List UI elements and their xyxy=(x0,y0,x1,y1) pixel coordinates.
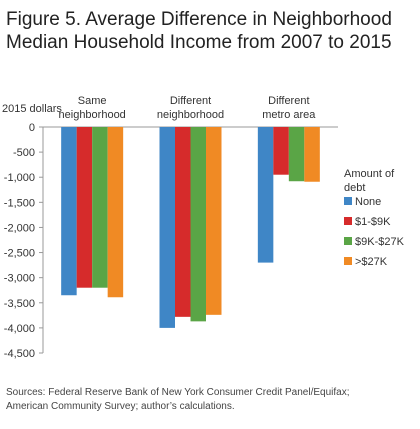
category-label: Different xyxy=(268,95,309,107)
bar xyxy=(288,127,305,182)
legend-swatch xyxy=(344,217,352,225)
y-tick-label: -1,000 xyxy=(4,172,35,184)
bar xyxy=(257,127,274,263)
bar xyxy=(304,127,320,182)
bar xyxy=(273,127,289,175)
bar xyxy=(206,127,222,315)
bar xyxy=(159,127,175,328)
chart-title: Figure 5. Average Difference in Neighbor… xyxy=(6,8,416,54)
bar xyxy=(175,127,191,317)
sources-line-1: Sources: Federal Reserve Bank of New Yor… xyxy=(6,387,350,398)
legend-label: $9K-$27K xyxy=(355,236,405,248)
bar xyxy=(190,127,206,322)
y-tick-label: -1,500 xyxy=(4,197,35,209)
legend-title: debt xyxy=(344,182,365,194)
category-label: Same xyxy=(78,95,107,107)
legend-swatch xyxy=(344,237,352,245)
category-label: neighborhood xyxy=(157,109,224,121)
category-label: metro area xyxy=(262,109,316,121)
legend-label: >$27K xyxy=(355,256,388,268)
chart-title-line-1: Figure 5. Average Difference in Neighbor… xyxy=(6,9,392,30)
legend-label: $1-$9K xyxy=(355,216,391,228)
legend-swatch xyxy=(344,197,352,205)
y-tick-label: -3,500 xyxy=(4,298,35,310)
y-tick-label: -4,500 xyxy=(4,348,35,360)
bar xyxy=(76,127,93,288)
category-label: Different xyxy=(170,95,211,107)
y-tick-label: -2,000 xyxy=(4,222,35,234)
sources-note: Sources: Federal Reserve Bank of New Yor… xyxy=(6,386,416,414)
y-tick-label: -3,000 xyxy=(4,273,35,285)
legend-swatch xyxy=(344,257,352,265)
y-axis-label: 2015 dollars xyxy=(2,103,62,115)
legend-title: Amount of xyxy=(344,168,395,180)
bar xyxy=(92,127,108,288)
category-label: neighborhood xyxy=(59,109,126,121)
bar xyxy=(61,127,77,296)
y-tick-label: 0 xyxy=(29,122,35,134)
sources-line-2: American Community Survey; author’s calc… xyxy=(6,401,235,412)
y-tick-label: -500 xyxy=(13,147,35,159)
bar xyxy=(107,127,124,298)
y-tick-label: -2,500 xyxy=(4,248,35,260)
chart-title-line-2: Median Household Income from 2007 to 201… xyxy=(6,32,392,53)
y-tick-label: -4,000 xyxy=(4,323,35,335)
legend-label: None xyxy=(355,196,381,208)
